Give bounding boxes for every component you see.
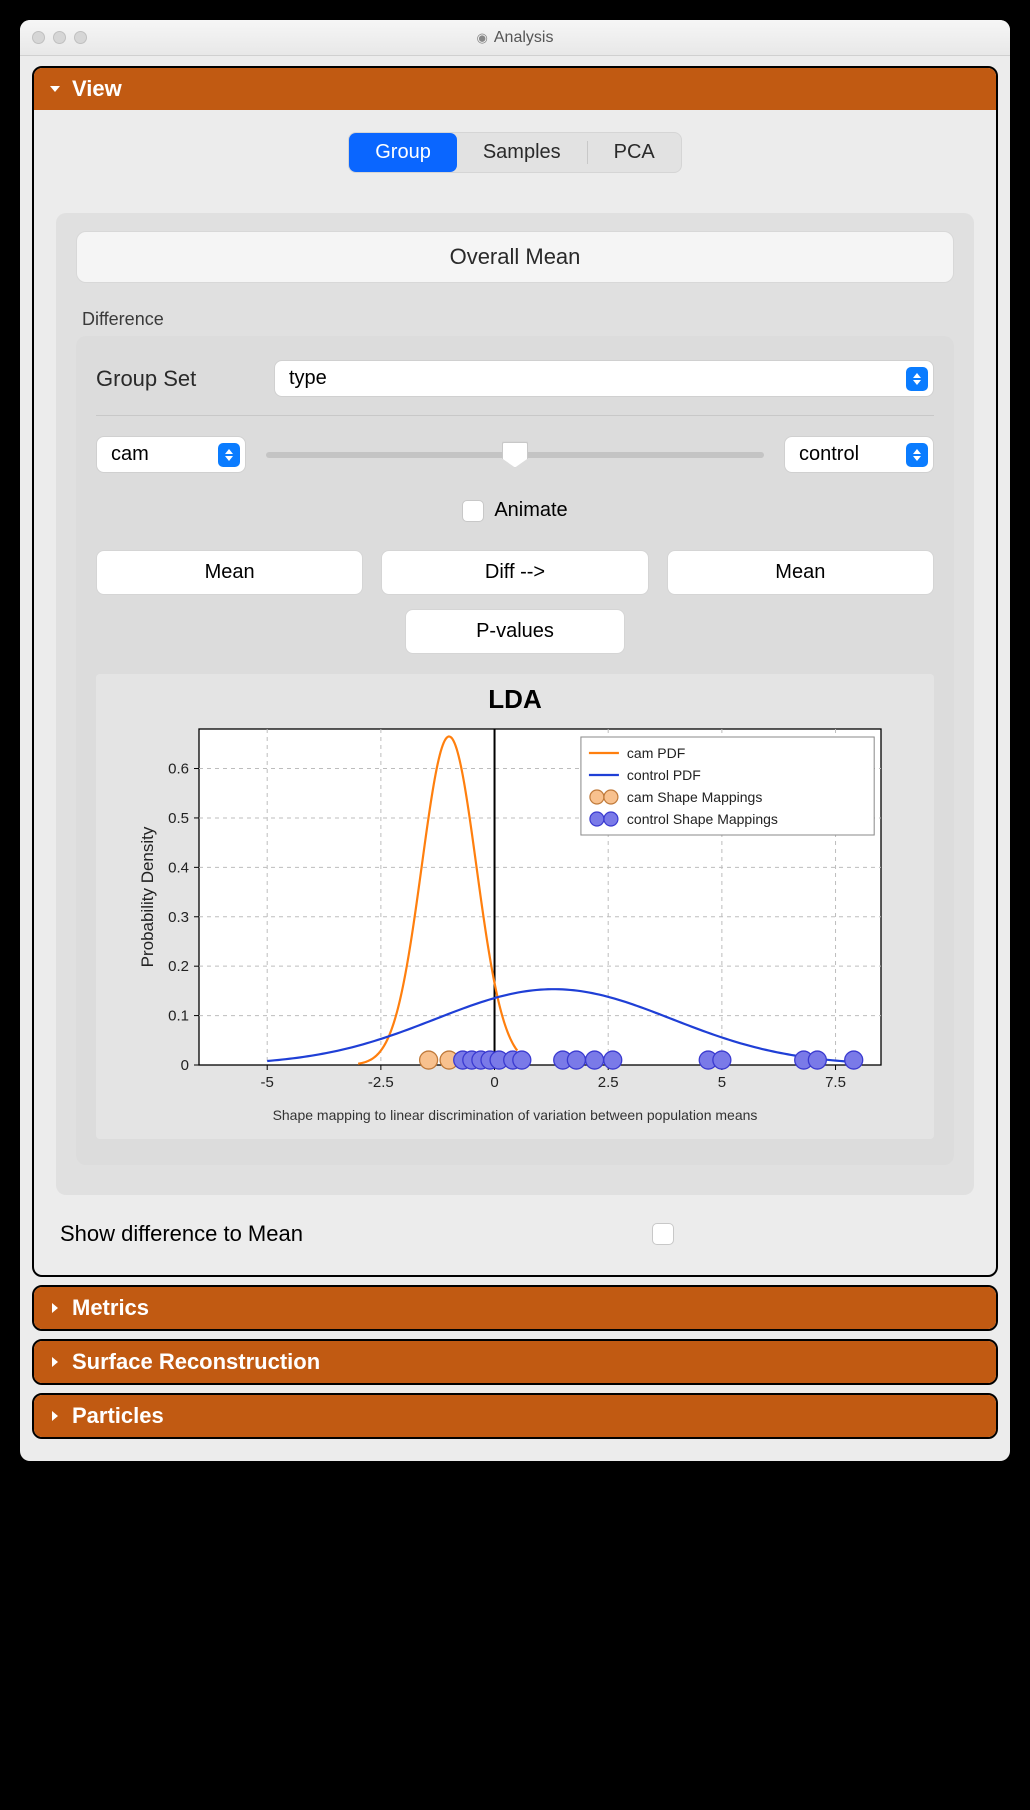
chevron-down-icon <box>48 82 62 96</box>
animate-label: Animate <box>494 499 567 522</box>
left-group-select[interactable]: cam <box>96 436 246 473</box>
slider-row: cam control <box>96 436 934 473</box>
svg-text:cam PDF: cam PDF <box>627 745 685 761</box>
svg-text:0: 0 <box>181 1057 189 1074</box>
svg-text:-5: -5 <box>261 1074 274 1091</box>
minimize-window-icon[interactable] <box>53 31 66 44</box>
select-arrows-icon <box>906 443 928 467</box>
window-title-text: Analysis <box>494 29 554 47</box>
svg-text:cam Shape Mappings: cam Shape Mappings <box>627 789 762 805</box>
group-set-row: Group Set type <box>96 360 934 397</box>
group-panel: Overall Mean Difference Group Set type <box>56 213 974 1195</box>
mean-right-button[interactable]: Mean <box>667 550 934 595</box>
svg-text:control PDF: control PDF <box>627 767 701 783</box>
section-header-metrics[interactable]: Metrics <box>34 1287 996 1329</box>
tabbar: Group Samples PCA <box>348 132 682 173</box>
svg-text:0: 0 <box>490 1074 498 1091</box>
chart-canvas: -5 -2.5 0 2.5 5 7.5 0 0.1 0.2 0.3 0.4 0.5 0.6 Probabi… <box>102 719 928 1099</box>
group-set-select[interactable]: type <box>274 360 934 397</box>
window-content: View Group Samples PCA Overall Mean Diff… <box>20 56 1010 1461</box>
svg-text:0.6: 0.6 <box>168 761 189 778</box>
lda-chart: LDA -5 -2.5 0 2.5 5 7.5 0 0.1 0.2 0.3 0.4 0.5 0.6 Pro… <box>96 674 934 1139</box>
section-surface: Surface Reconstruction <box>32 1339 998 1385</box>
titlebar: ◉ Analysis <box>20 20 1010 56</box>
mean-left-button[interactable]: Mean <box>96 550 363 595</box>
right-group-select[interactable]: control <box>784 436 934 473</box>
left-group-value: cam <box>111 443 149 465</box>
close-window-icon[interactable] <box>32 31 45 44</box>
svg-text:0.3: 0.3 <box>168 909 189 926</box>
section-header-particles[interactable]: Particles <box>34 1395 996 1437</box>
overall-mean-button[interactable]: Overall Mean <box>76 231 954 283</box>
svg-text:Probability Density: Probability Density <box>138 826 157 967</box>
chevron-right-icon <box>48 1355 62 1369</box>
svg-text:2.5: 2.5 <box>598 1074 619 1091</box>
mean-diff-row: Mean Diff --> Mean <box>96 550 934 595</box>
right-group-value: control <box>799 443 859 465</box>
globe-icon: ◉ <box>477 30 488 46</box>
show-diff-row: Show difference to Mean <box>56 1221 974 1247</box>
section-particles: Particles <box>32 1393 998 1439</box>
pvalues-row: P-values <box>96 609 934 654</box>
svg-text:0.5: 0.5 <box>168 810 189 827</box>
svg-text:5: 5 <box>718 1074 726 1091</box>
svg-text:0.1: 0.1 <box>168 1008 189 1025</box>
difference-box: Group Set type cam <box>76 336 954 1165</box>
tab-samples[interactable]: Samples <box>457 133 587 172</box>
tab-pca[interactable]: PCA <box>588 133 681 172</box>
chevron-right-icon <box>48 1301 62 1315</box>
section-label: Metrics <box>72 1295 149 1321</box>
slider-thumb-icon[interactable] <box>502 442 528 468</box>
chevron-right-icon <box>48 1409 62 1423</box>
traffic-lights <box>32 31 87 44</box>
group-slider[interactable] <box>266 452 764 458</box>
svg-text:-2.5: -2.5 <box>368 1074 394 1091</box>
section-header-view[interactable]: View <box>34 68 996 110</box>
section-metrics: Metrics <box>32 1285 998 1331</box>
section-label: Surface Reconstruction <box>72 1349 320 1375</box>
tab-group[interactable]: Group <box>349 133 457 172</box>
animate-checkbox[interactable] <box>462 500 484 522</box>
chart-title: LDA <box>102 684 928 715</box>
svg-text:7.5: 7.5 <box>825 1074 846 1091</box>
svg-text:0.4: 0.4 <box>168 859 189 876</box>
chart-xlabel: Shape mapping to linear discrimination o… <box>102 1107 928 1123</box>
difference-label: Difference <box>82 309 954 330</box>
zoom-window-icon[interactable] <box>74 31 87 44</box>
window-title: ◉ Analysis <box>477 29 554 47</box>
section-view: View Group Samples PCA Overall Mean Diff… <box>32 66 998 1277</box>
animate-row: Animate <box>96 499 934 522</box>
section-header-surface[interactable]: Surface Reconstruction <box>34 1341 996 1383</box>
section-body-view: Group Samples PCA Overall Mean Differenc… <box>34 110 996 1275</box>
select-arrows-icon <box>906 367 928 391</box>
view-tabs: Group Samples PCA <box>56 132 974 173</box>
svg-text:0.2: 0.2 <box>168 958 189 975</box>
group-set-label: Group Set <box>96 366 256 392</box>
show-diff-checkbox[interactable] <box>652 1223 674 1245</box>
divider <box>96 415 934 416</box>
section-label: Particles <box>72 1403 164 1429</box>
diff-button[interactable]: Diff --> <box>381 550 648 595</box>
group-set-value: type <box>289 367 327 389</box>
analysis-window: ◉ Analysis View Group Samples PCA <box>20 20 1010 1461</box>
pvalues-button[interactable]: P-values <box>405 609 625 654</box>
svg-text:control Shape Mappings: control Shape Mappings <box>627 811 778 827</box>
show-diff-label: Show difference to Mean <box>60 1221 303 1247</box>
section-label: View <box>72 76 122 102</box>
select-arrows-icon <box>218 443 240 467</box>
